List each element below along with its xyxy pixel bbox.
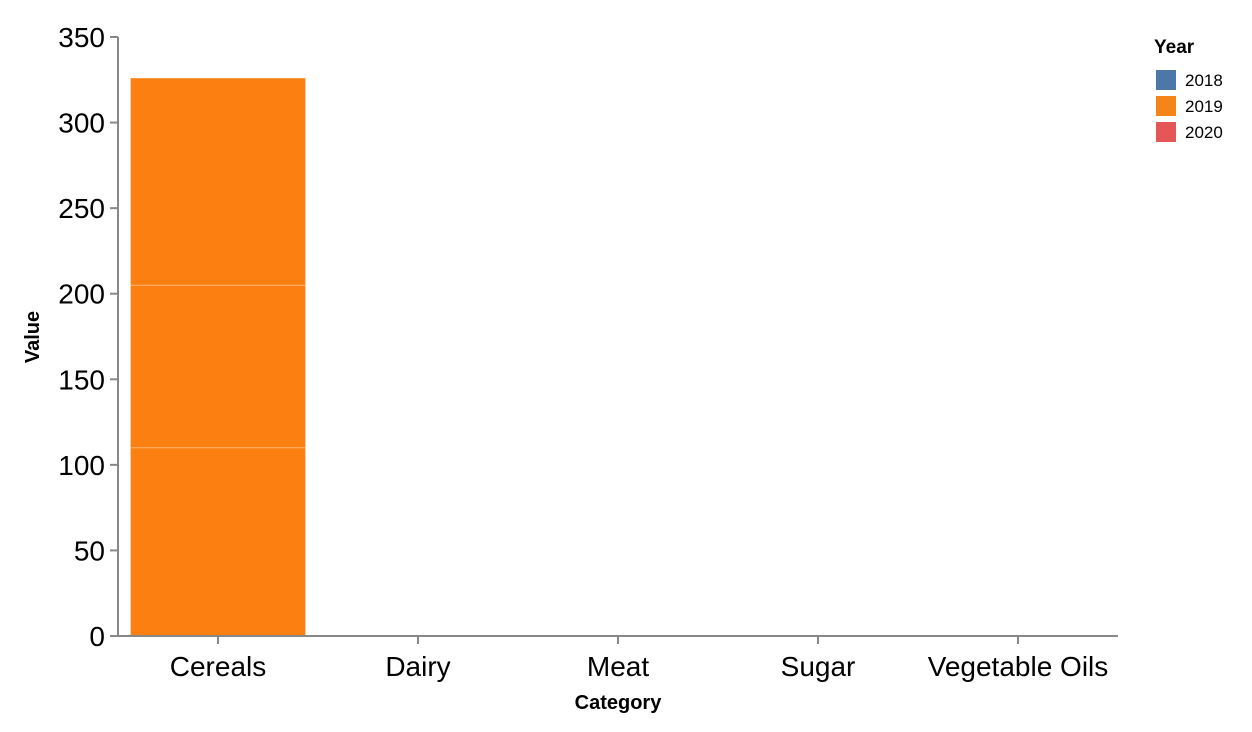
y-tick-label-50: 50 bbox=[74, 535, 105, 566]
bar-segment-cereals-0 bbox=[130, 447, 306, 637]
x-tick-label-meat: Meat bbox=[587, 651, 649, 682]
legend-title: Year bbox=[1154, 37, 1195, 58]
x-tick-label-vegetable-oils: Vegetable Oils bbox=[928, 651, 1109, 682]
x-tick-label-dairy: Dairy bbox=[385, 651, 450, 682]
y-axis: 0 50 100 150 200 250 300 350 bbox=[58, 22, 119, 652]
bar-segment-cereals-1 bbox=[130, 284, 306, 449]
legend-swatch-2020 bbox=[1156, 122, 1176, 142]
y-tick-label-300: 300 bbox=[58, 108, 105, 139]
legend: Year 2018 2019 2020 bbox=[1154, 37, 1223, 142]
x-axis-title: Category bbox=[575, 692, 663, 714]
y-tick-label-250: 250 bbox=[58, 193, 105, 224]
x-tick-label-cereals: Cereals bbox=[170, 651, 266, 682]
bars-group bbox=[130, 77, 306, 637]
x-axis: Cereals Dairy Meat Sugar Vegetable Oils bbox=[118, 635, 1118, 682]
legend-swatch-2018 bbox=[1156, 70, 1176, 90]
y-tick-label-0: 0 bbox=[89, 621, 105, 652]
bar-segment-cereals-2 bbox=[130, 77, 306, 286]
legend-label-2018: 2018 bbox=[1185, 71, 1223, 90]
y-tick-label-350: 350 bbox=[58, 22, 105, 53]
legend-items: 2018 2019 2020 bbox=[1156, 70, 1223, 142]
y-tick-label-200: 200 bbox=[58, 279, 105, 310]
legend-swatch-2019 bbox=[1156, 96, 1176, 116]
y-tick-label-150: 150 bbox=[58, 364, 105, 395]
y-axis-title: Value bbox=[22, 311, 44, 363]
legend-label-2020: 2020 bbox=[1185, 123, 1223, 142]
legend-label-2019: 2019 bbox=[1185, 97, 1223, 116]
y-tick-label-100: 100 bbox=[58, 450, 105, 481]
x-tick-label-sugar: Sugar bbox=[781, 651, 856, 682]
